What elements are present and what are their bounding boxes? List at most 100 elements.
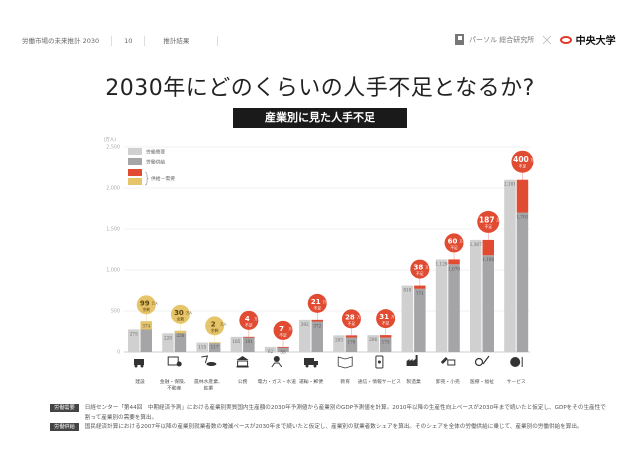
gap-value: 2 bbox=[211, 320, 216, 328]
bar-shortage bbox=[516, 179, 529, 213]
gap-bubble bbox=[170, 304, 190, 324]
bar-supply bbox=[516, 212, 529, 352]
gap-value: 187 bbox=[479, 215, 495, 224]
gap-kind: 余剰 bbox=[177, 316, 185, 321]
y-tick-label: 1,500 bbox=[106, 227, 120, 233]
bar-chart: (万人) 0 500 1,000 1,500 2,000 2,500 労働需要労働供給供給－需… bbox=[103, 137, 534, 392]
series-title: 労働市場の未来推計 2030 bbox=[22, 36, 113, 46]
gap-bubble bbox=[410, 259, 430, 279]
book-icon bbox=[337, 356, 353, 369]
category-label: 公務 bbox=[238, 378, 248, 385]
supply-value-label: 374 bbox=[142, 323, 150, 328]
demand-value-label: 203 bbox=[335, 337, 343, 342]
gap-value: 31 bbox=[379, 313, 389, 321]
gap-value: 38 bbox=[413, 264, 423, 272]
page-header: 労働市場の未来推計 2030 10 推計結果 bbox=[22, 36, 219, 46]
bar-supply bbox=[174, 330, 187, 352]
y-axis-unit: (万人) bbox=[103, 137, 116, 143]
forklift-icon bbox=[134, 359, 144, 368]
note-tag: 労働需要 bbox=[50, 404, 79, 412]
notes: 労働需要 日経センター「第44回 中期経済予測」における産業別実質国内生産額の2… bbox=[50, 404, 610, 433]
gap-value: 4 bbox=[245, 315, 250, 323]
legend-label-gap: 供給－需要 bbox=[151, 175, 175, 182]
supply-value-label: 372 bbox=[313, 323, 321, 328]
page-number: 10 bbox=[112, 36, 146, 46]
supply-value-label: 117 bbox=[211, 344, 219, 349]
gap-kind: 不足 bbox=[382, 321, 390, 326]
bar-supply bbox=[414, 288, 426, 352]
note-demand: 労働需要 日経センター「第44回 中期経済予測」における産業別実質国内生産額の2… bbox=[50, 404, 610, 423]
truck-icon bbox=[304, 358, 318, 368]
note-text: 国民経済計算における2007年以降の産業別就業者数の増減ペースが2030年まで続… bbox=[84, 424, 583, 430]
bar-demand bbox=[333, 335, 345, 352]
gap-unit: 万人 bbox=[496, 218, 503, 222]
gap-kind: 不足 bbox=[313, 305, 321, 310]
bar-shortage bbox=[448, 259, 460, 265]
partner-logos: パーソル 総合研究所 × 中央大学 bbox=[455, 30, 616, 49]
bar-supply bbox=[208, 342, 221, 352]
category-label: 卸売・小売 bbox=[436, 378, 460, 385]
demand-value-label: 275 bbox=[130, 331, 138, 336]
gap-kind: 不足 bbox=[450, 245, 458, 250]
demand-value-label: 62 bbox=[268, 349, 274, 354]
gap-value: 21 bbox=[311, 298, 321, 306]
gap-unit: 万人 bbox=[391, 315, 398, 319]
bar-shortage bbox=[311, 319, 323, 322]
category-label: 建設 bbox=[135, 378, 145, 385]
gap-bubble bbox=[136, 295, 156, 315]
gap-unit: 万人 bbox=[186, 311, 193, 315]
dining-icon bbox=[510, 357, 523, 367]
category-label: 医療・福祉 bbox=[470, 378, 494, 385]
bar-demand bbox=[401, 285, 414, 352]
gap-kind: 不足 bbox=[519, 164, 527, 169]
demand-value-label: 115 bbox=[198, 345, 206, 350]
persol-logo-icon bbox=[455, 34, 464, 45]
bar-surplus bbox=[140, 321, 152, 330]
bar-supply bbox=[140, 321, 152, 352]
gap-bubble bbox=[239, 310, 259, 330]
chuo-logo-icon bbox=[559, 35, 572, 44]
gap-kind: 不足 bbox=[245, 322, 253, 327]
gap-value: 30 bbox=[174, 309, 184, 317]
demand-value-label: 810 bbox=[403, 288, 411, 293]
category-label: 製造業 bbox=[406, 378, 421, 385]
demand-value-label: 185 bbox=[232, 339, 240, 344]
gap-bubble bbox=[444, 233, 464, 253]
bar-surplus bbox=[208, 342, 221, 344]
gap-value: 400 bbox=[513, 155, 529, 164]
section-label: 推計結果 bbox=[145, 36, 219, 46]
supply-value-label: 1,070 bbox=[448, 266, 460, 271]
legend-swatch-surplus bbox=[128, 178, 142, 185]
bar-surplus bbox=[174, 330, 187, 334]
legend-brace bbox=[144, 171, 149, 186]
category-label: 電力・ガス・水道 bbox=[258, 378, 297, 385]
category-label: 不動産 bbox=[167, 385, 182, 392]
gap-unit: 万人 bbox=[254, 317, 261, 321]
gap-unit: 万人 bbox=[152, 301, 159, 305]
bar-demand bbox=[435, 259, 448, 352]
demand-value-label: 2,101 bbox=[504, 182, 516, 187]
gap-kind: 余剰 bbox=[211, 328, 219, 333]
demand-value-label: 206 bbox=[369, 337, 377, 342]
legend-label-demand: 労働需要 bbox=[146, 149, 165, 156]
gap-bubble bbox=[477, 210, 500, 233]
bar-supply bbox=[345, 337, 358, 352]
category-label: 農林水産業、 bbox=[194, 378, 223, 385]
demand-value-label: 1,367 bbox=[470, 242, 482, 247]
chart-subtitle: 産業別に見た人手不足 bbox=[233, 108, 407, 128]
collab-separator: × bbox=[540, 30, 554, 49]
demand-value-label: 228 bbox=[164, 335, 172, 340]
supply-value-label: 181 bbox=[245, 339, 253, 344]
category-label: 教育 bbox=[340, 378, 350, 385]
gap-value: 60 bbox=[448, 237, 458, 245]
category-label: 通信・情報サービス bbox=[358, 378, 401, 385]
note-tag: 労働供給 bbox=[50, 423, 79, 431]
y-tick-label: 500 bbox=[111, 309, 120, 315]
gap-kind: 不足 bbox=[484, 224, 492, 229]
y-tick-label: 2,000 bbox=[106, 186, 120, 192]
bar-supply bbox=[448, 264, 460, 352]
category-label: 鉱業 bbox=[204, 385, 214, 392]
bar-demand bbox=[162, 333, 174, 352]
fishing-icon bbox=[201, 355, 217, 366]
gap-unit: 万人 bbox=[323, 300, 330, 304]
